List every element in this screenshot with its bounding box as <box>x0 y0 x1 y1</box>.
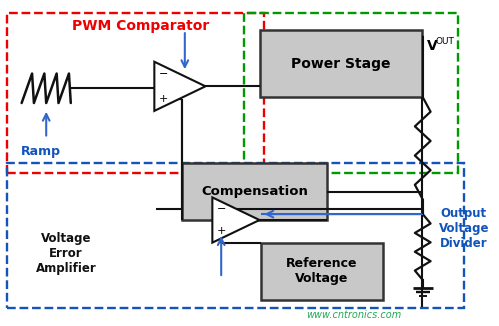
Bar <box>259 30 422 97</box>
Polygon shape <box>154 62 206 111</box>
Bar <box>7 163 464 308</box>
Text: −: − <box>217 204 226 214</box>
Polygon shape <box>213 198 259 243</box>
Bar <box>244 13 458 173</box>
Text: +: + <box>159 94 168 104</box>
Bar <box>182 163 327 220</box>
Text: Voltage
Error
Amplifier: Voltage Error Amplifier <box>35 232 96 275</box>
Text: www.cntronics.com: www.cntronics.com <box>306 310 402 320</box>
Text: +: + <box>217 226 226 236</box>
Text: Output
Voltage
Divider: Output Voltage Divider <box>439 207 489 250</box>
Text: PWM Comparator: PWM Comparator <box>72 19 210 33</box>
Text: −: − <box>159 69 168 79</box>
Text: Reference
Voltage: Reference Voltage <box>286 257 358 285</box>
Text: Compensation: Compensation <box>201 185 308 198</box>
Text: Power Stage: Power Stage <box>291 57 390 71</box>
Bar <box>260 243 383 300</box>
Bar <box>7 13 264 173</box>
Text: V: V <box>427 39 438 53</box>
Text: OUT: OUT <box>436 37 455 46</box>
Text: Ramp: Ramp <box>21 145 61 158</box>
